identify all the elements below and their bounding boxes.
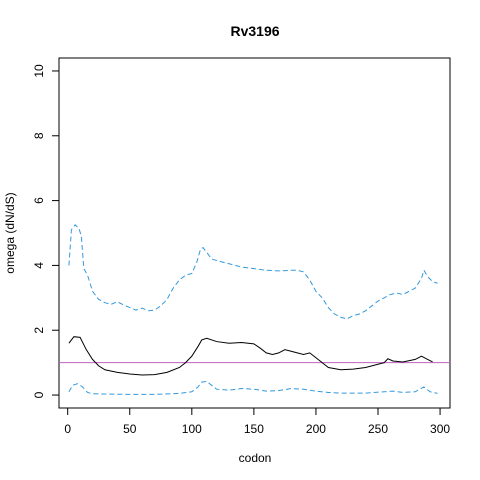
x-tick-label: 250: [368, 422, 388, 436]
x-tick-label: 100: [182, 422, 202, 436]
series-line-lower-bound: [68, 380, 438, 395]
y-tick-label: 4: [32, 262, 46, 269]
y-axis-title: omega (dN/dS): [3, 192, 17, 273]
x-tick-label: 300: [430, 422, 450, 436]
chart-title: Rv3196: [230, 23, 279, 39]
x-tick-label: 50: [123, 422, 137, 436]
x-tick-label: 200: [306, 422, 326, 436]
series-line-omega: [68, 336, 433, 376]
y-tick-label: 0: [32, 391, 46, 398]
y-tick-label: 8: [32, 132, 46, 139]
y-tick-label: 2: [32, 327, 46, 334]
plot-frame: [58, 57, 451, 409]
chart-marks: 0 50 100 150 200 250 300 0 2 4 6 8 10: [32, 64, 450, 436]
y-tick-label: 10: [32, 64, 46, 78]
y-tick-label: 6: [32, 197, 46, 204]
x-axis-title: codon: [239, 451, 272, 465]
x-tick-label: 150: [244, 422, 264, 436]
series-line-upper-bound: [68, 224, 438, 320]
x-tick-label: 0: [64, 422, 71, 436]
